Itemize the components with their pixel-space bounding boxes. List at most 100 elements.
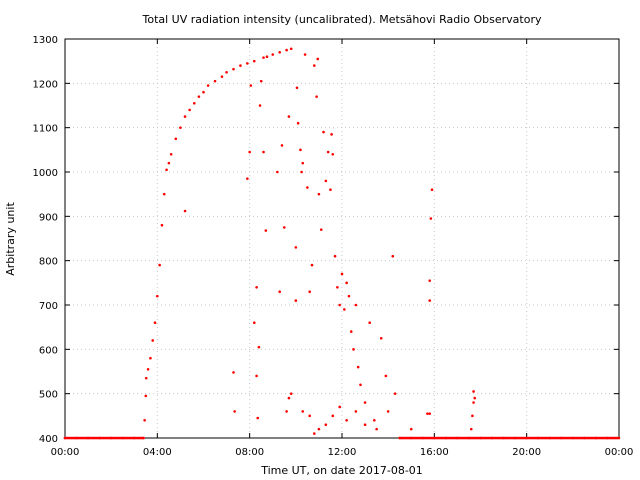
y-tick-label: 1100 — [33, 124, 58, 135]
data-point — [294, 299, 298, 302]
data-point — [252, 321, 256, 325]
y-tick-label: 1300 — [33, 35, 58, 46]
data-point — [225, 70, 228, 74]
data-point — [308, 414, 311, 418]
data-point — [144, 394, 148, 398]
data-point — [469, 427, 473, 431]
data-point — [354, 410, 358, 413]
data-point — [340, 272, 344, 276]
y-tick-label: 400 — [39, 434, 58, 445]
data-point — [331, 152, 335, 156]
data-point — [324, 423, 328, 427]
data-point — [386, 410, 390, 413]
data-point — [300, 170, 303, 174]
data-point — [316, 57, 320, 61]
data-point — [315, 95, 318, 98]
data-point — [333, 254, 337, 258]
data-point — [324, 179, 328, 183]
data-point — [149, 356, 152, 360]
data-point — [373, 418, 376, 422]
data-point — [167, 161, 171, 165]
data-point — [206, 84, 210, 87]
data-point — [248, 150, 251, 154]
data-point — [426, 412, 429, 415]
data-points — [63, 47, 621, 440]
data-point — [375, 427, 378, 431]
data-point — [153, 321, 157, 325]
data-point — [146, 367, 150, 371]
data-point — [310, 263, 314, 267]
data-point — [202, 90, 205, 94]
data-point — [232, 67, 235, 71]
data-point — [162, 192, 166, 196]
y-tick-label: 700 — [39, 301, 58, 312]
data-point — [322, 130, 325, 134]
data-point — [352, 348, 355, 351]
data-point — [197, 95, 201, 98]
data-point — [239, 64, 242, 67]
grid-lines — [65, 39, 619, 438]
data-point — [271, 53, 275, 56]
data-point — [252, 59, 256, 63]
data-point — [165, 168, 168, 172]
data-point — [213, 79, 217, 83]
data-point — [188, 108, 191, 112]
data-point — [258, 104, 262, 107]
plot-frame — [64, 38, 620, 439]
data-point — [326, 150, 330, 154]
data-point — [472, 401, 475, 404]
data-point — [285, 410, 288, 413]
data-point — [349, 330, 353, 333]
data-point — [379, 336, 383, 340]
data-point — [616, 436, 620, 440]
data-point — [430, 188, 434, 192]
data-point — [287, 396, 291, 400]
data-point — [368, 321, 372, 325]
data-point — [156, 294, 159, 298]
data-point — [158, 263, 161, 267]
y-tick-label: 500 — [39, 390, 58, 401]
data-point — [160, 223, 164, 227]
data-point — [183, 115, 187, 118]
data-point — [393, 392, 397, 395]
data-point — [429, 217, 433, 220]
data-point — [259, 79, 263, 83]
data-point — [301, 161, 305, 165]
y-tick-label: 900 — [39, 212, 58, 223]
y-tick-label: 600 — [39, 345, 58, 356]
data-point — [391, 254, 395, 258]
data-point — [306, 186, 309, 189]
data-point — [282, 226, 286, 229]
data-point — [262, 56, 265, 59]
x-tick-label: 08:00 — [235, 447, 264, 458]
data-point — [428, 299, 432, 302]
data-point — [256, 416, 260, 420]
data-point — [336, 285, 339, 289]
data-point — [151, 339, 155, 342]
x-tick-label: 04:00 — [143, 447, 172, 458]
data-point — [276, 170, 279, 174]
data-point — [278, 290, 281, 294]
data-point — [143, 418, 146, 422]
data-point — [338, 303, 341, 307]
data-point — [142, 436, 145, 440]
data-point — [262, 150, 265, 154]
data-point — [359, 383, 362, 387]
data-point — [317, 427, 321, 431]
data-point — [169, 152, 173, 156]
data-point — [338, 405, 341, 409]
x-tick-label: 16:00 — [420, 447, 449, 458]
data-point — [354, 303, 358, 307]
data-point — [345, 418, 348, 422]
data-point — [356, 365, 360, 369]
x-tick-label: 12:00 — [328, 447, 357, 458]
data-point — [295, 86, 299, 90]
data-point — [313, 432, 316, 435]
data-point — [301, 410, 305, 413]
data-point — [183, 209, 187, 213]
data-point — [144, 376, 148, 380]
data-point — [384, 374, 388, 378]
y-tick-label: 800 — [39, 257, 58, 268]
data-point — [363, 401, 367, 404]
